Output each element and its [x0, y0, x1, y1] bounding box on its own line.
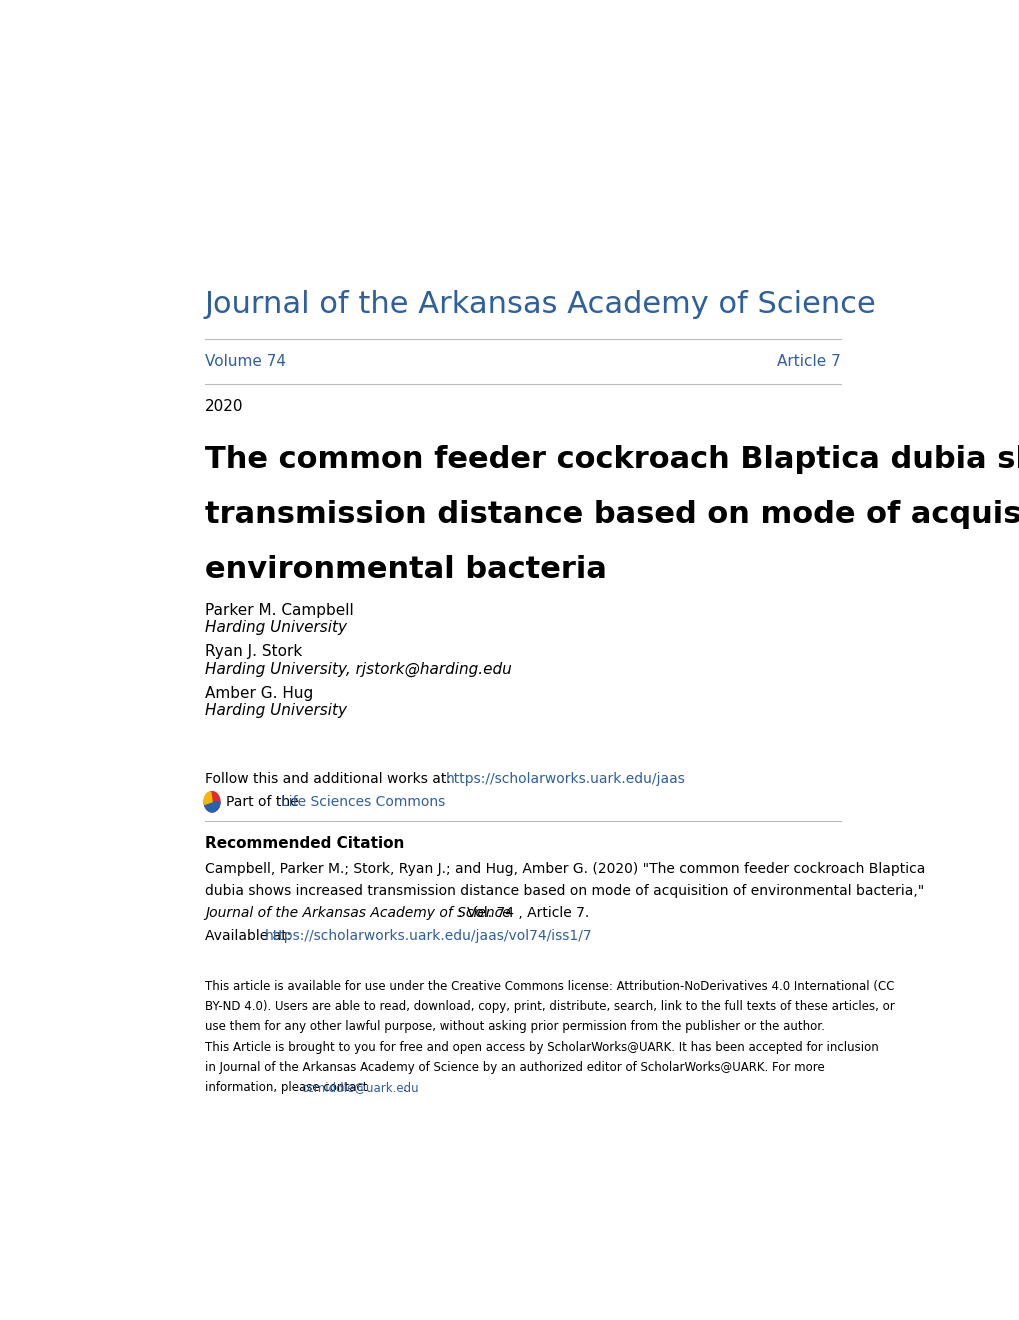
Text: Campbell, Parker M.; Stork, Ryan J.; and Hug, Amber G. (2020) "The common feeder: Campbell, Parker M.; Stork, Ryan J.; and…	[205, 862, 924, 875]
Text: Journal of the Arkansas Academy of Science: Journal of the Arkansas Academy of Scien…	[205, 907, 511, 920]
Text: dubia shows increased transmission distance based on mode of acquisition of envi: dubia shows increased transmission dista…	[205, 884, 923, 898]
Text: Recommended Citation: Recommended Citation	[205, 837, 404, 851]
Text: Available at:: Available at:	[205, 929, 296, 942]
Text: Life Sciences Commons: Life Sciences Commons	[280, 795, 444, 809]
Text: information, please contact: information, please contact	[205, 1081, 371, 1094]
Text: https://scholarworks.uark.edu/jaas: https://scholarworks.uark.edu/jaas	[445, 772, 685, 787]
Text: Harding University: Harding University	[205, 620, 346, 635]
Text: Ryan J. Stork: Ryan J. Stork	[205, 644, 302, 659]
Text: Article 7: Article 7	[776, 354, 840, 370]
Text: Harding University, rjstork@harding.edu: Harding University, rjstork@harding.edu	[205, 661, 512, 677]
Text: Part of the: Part of the	[225, 795, 303, 809]
Text: Volume 74: Volume 74	[205, 354, 285, 370]
Text: https://scholarworks.uark.edu/jaas/vol74/iss1/7: https://scholarworks.uark.edu/jaas/vol74…	[264, 929, 591, 942]
Text: Harding University: Harding University	[205, 704, 346, 718]
Text: BY-ND 4.0). Users are able to read, download, copy, print, distribute, search, l: BY-ND 4.0). Users are able to read, down…	[205, 1001, 894, 1012]
Text: Parker M. Campbell: Parker M. Campbell	[205, 602, 354, 618]
Text: 2020: 2020	[205, 399, 244, 414]
Text: This Article is brought to you for free and open access by ScholarWorks@UARK. It: This Article is brought to you for free …	[205, 1040, 877, 1053]
Text: Amber G. Hug: Amber G. Hug	[205, 686, 313, 701]
Text: transmission distance based on mode of acquisition of: transmission distance based on mode of a…	[205, 500, 1019, 529]
Text: The common feeder cockroach Blaptica dubia shows increased: The common feeder cockroach Blaptica dub…	[205, 445, 1019, 474]
Text: Follow this and additional works at:: Follow this and additional works at:	[205, 772, 454, 787]
Text: This article is available for use under the Creative Commons license: Attributio: This article is available for use under …	[205, 979, 894, 993]
Wedge shape	[204, 801, 220, 812]
Text: : Vol. 74 , Article 7.: : Vol. 74 , Article 7.	[458, 907, 589, 920]
Circle shape	[204, 792, 220, 812]
Text: use them for any other lawful purpose, without asking prior permission from the : use them for any other lawful purpose, w…	[205, 1020, 824, 1034]
Text: Journal of the Arkansas Academy of Science: Journal of the Arkansas Academy of Scien…	[205, 290, 876, 319]
Text: in Journal of the Arkansas Academy of Science by an authorized editor of Scholar: in Journal of the Arkansas Academy of Sc…	[205, 1061, 824, 1074]
Text: ccmiddle@uark.edu: ccmiddle@uark.edu	[302, 1081, 419, 1094]
Text: environmental bacteria: environmental bacteria	[205, 554, 606, 583]
Wedge shape	[204, 792, 212, 804]
Text: .: .	[403, 1081, 406, 1094]
